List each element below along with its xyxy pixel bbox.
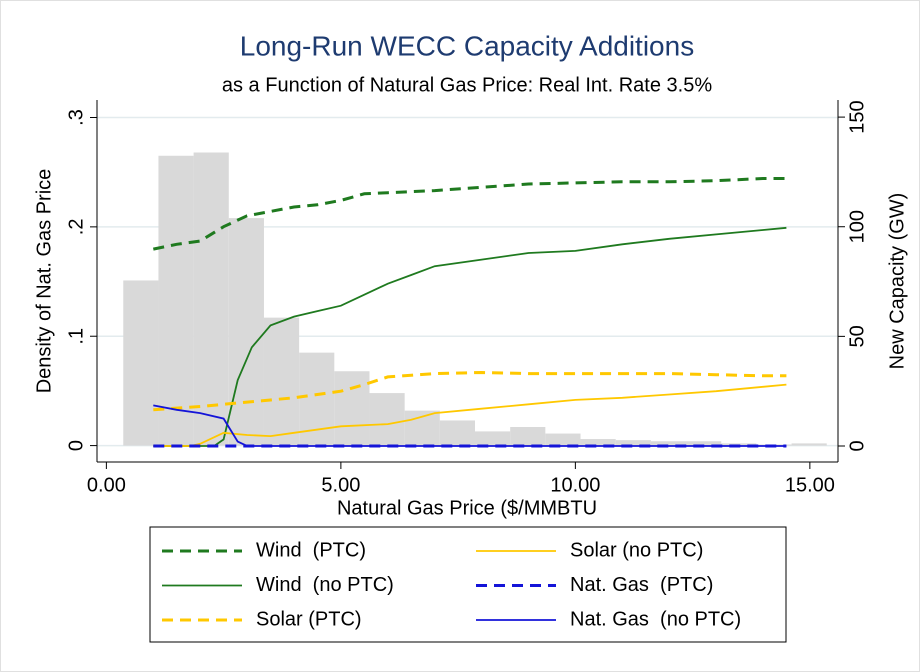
x-tick-label: 10.00 (550, 474, 600, 496)
y2-tick-label: 0 (846, 440, 868, 451)
legend-label: Solar (PTC) (256, 608, 362, 630)
histogram-bar (545, 433, 581, 446)
series-line (153, 404, 787, 447)
histogram-bar (263, 317, 300, 446)
chart-title: Long-Run WECC Capacity Additions (240, 30, 694, 61)
histogram-bar (791, 443, 827, 446)
histogram-bar (475, 431, 511, 446)
y2-tick-label: 100 (846, 210, 868, 243)
legend-label: Wind (PTC) (256, 539, 366, 561)
y-tick-label: 0 (65, 440, 87, 451)
y2-axis-title: New Capacity (GW) (886, 193, 908, 370)
chart-subtitle: as a Function of Natural Gas Price: Real… (222, 74, 712, 96)
y-tick-label: .3 (65, 109, 87, 126)
legend-label: Solar (no PTC) (570, 539, 703, 561)
histogram-bar (334, 371, 370, 446)
series-line (153, 226, 787, 447)
series-line (153, 383, 787, 447)
histogram-bar (615, 440, 651, 446)
histogram-bar (439, 420, 476, 446)
legend-label: Wind (no PTC) (256, 574, 394, 596)
histogram-bar (158, 155, 194, 446)
series-line (152, 177, 787, 251)
x-tick-label: 0.00 (87, 474, 126, 496)
histogram-bar (193, 152, 229, 446)
histogram-bar (686, 441, 722, 446)
y2-tick-label: 150 (846, 100, 868, 133)
histogram-bar (228, 218, 264, 446)
y-tick-label: .2 (65, 219, 87, 236)
x-tick-label: 5.00 (321, 474, 360, 496)
histogram-bar (369, 393, 405, 446)
series-line (153, 370, 787, 412)
legend-box (149, 526, 787, 643)
x-axis-title: Natural Gas Price ($/MMBTU (337, 497, 597, 519)
legend-label: Nat. Gas (PTC) (570, 574, 713, 596)
histogram-bar (650, 441, 687, 446)
histogram-bar (123, 280, 159, 446)
legend-label: Nat. Gas (no PTC) (570, 608, 741, 630)
histogram-bar (580, 439, 616, 446)
histogram-bar (510, 427, 546, 446)
y-axis-title: Density of Nat. Gas Price (33, 169, 55, 394)
x-tick-label: 15.00 (785, 474, 835, 496)
y-tick-label: .1 (65, 328, 87, 345)
y2-tick-label: 50 (846, 325, 868, 347)
